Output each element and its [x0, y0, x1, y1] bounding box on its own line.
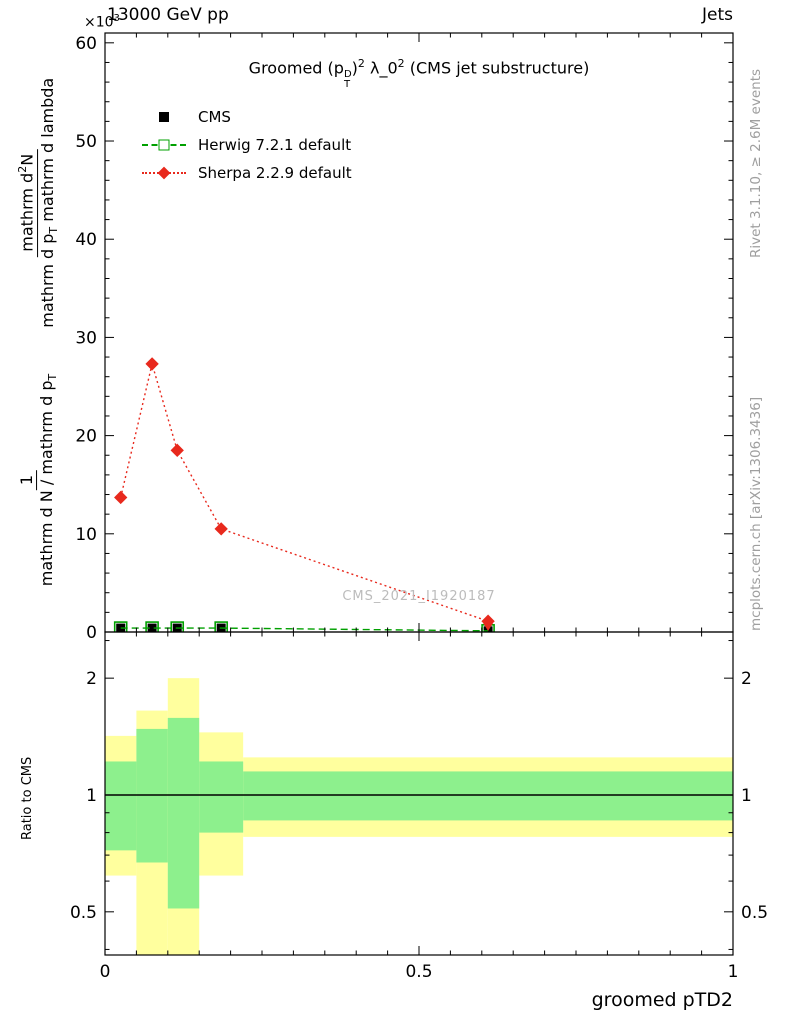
svg-text:40: 40 [75, 230, 97, 250]
frac2-num-text-b: N [17, 153, 37, 166]
ylabel-fraction-2: mathrm d2N mathrm d pT mathrm d lambda [16, 78, 60, 328]
legend-item-herwig: Herwig 7.2.1 default [142, 131, 352, 159]
svg-text:1: 1 [86, 786, 97, 806]
ylabel-frac2-denominator: mathrm d pT mathrm d lambda [38, 78, 60, 328]
watermark: CMS_2021_I1920187 [342, 589, 496, 604]
y-axis-label: 1 mathrm d N / mathrm d pT mathrm d2N ma… [16, 78, 60, 586]
legend-item-cms: CMS [142, 103, 352, 131]
ratio-uncertainty-bands [105, 678, 733, 955]
ylabel-frac1-denominator: mathrm d N / mathrm d pT [37, 374, 59, 586]
p-sub-T: T [343, 79, 351, 91]
frac2-den-text-b: mathrm d lambda [37, 77, 57, 227]
scale-exponent: 3 [113, 13, 120, 24]
legend-label-cms: CMS [198, 108, 231, 126]
plot-title-exp1: 2 [357, 57, 365, 70]
analysis-group-title: Jets [702, 5, 733, 25]
plot-title: Groomed (p D T)2 λ_02 (CMS jet substructur… [105, 57, 733, 90]
mcplots-citation-label: mcplots.cern.ch [arXiv:1306.3436] [748, 396, 764, 631]
frac2-num-sup-2: 2 [16, 165, 30, 173]
svg-text:0.5: 0.5 [70, 903, 97, 923]
svg-text:1: 1 [728, 962, 739, 982]
ratio-axis-label: Ratio to CMS [20, 756, 35, 840]
p-sup-D: D [343, 69, 352, 81]
red-diamond-icon [157, 166, 171, 180]
svg-text:50: 50 [75, 132, 97, 152]
legend: CMS Herwig 7.2.1 default Sherpa 2.2.9 de… [142, 103, 352, 187]
svg-text:0: 0 [86, 623, 97, 643]
plot-title-part1: Groomed (p [248, 58, 344, 78]
frac1-den-sub-T: T [46, 373, 60, 381]
legend-label-herwig: Herwig 7.2.1 default [198, 136, 352, 154]
ylabel-frac2-numerator: mathrm d2N [16, 148, 38, 257]
black-square-icon [159, 112, 169, 122]
svg-text:2: 2 [741, 669, 752, 689]
ylabel-fraction-1: 1 mathrm d N / mathrm d pT [16, 374, 60, 586]
svg-text:60: 60 [75, 34, 97, 54]
frac2-den-text-a: mathrm d p [37, 233, 57, 328]
svg-text:2: 2 [86, 669, 97, 689]
frac1-den-text: mathrm d N / mathrm d p [36, 380, 56, 587]
svg-text:10: 10 [75, 525, 97, 545]
cms-filled-square-marker [142, 108, 186, 126]
svg-text:1: 1 [741, 786, 752, 806]
svg-text:0.5: 0.5 [405, 962, 432, 982]
plot-title-part4: (CMS jet substructure) [404, 58, 590, 78]
scale-prefix: ×10 [84, 14, 114, 31]
plot-title-part3: λ_0 [364, 58, 398, 78]
frac2-den-sub-T: T [46, 226, 60, 234]
svg-text:0: 0 [100, 962, 111, 982]
svg-text:0.5: 0.5 [741, 903, 768, 923]
y-axis-scale-factor: ×103 [84, 13, 120, 31]
ylabel-frac1-numerator: 1 [16, 469, 37, 491]
ratio-axes: 0.5 0.5 1 1 2 2 0 0.5 1 [70, 631, 768, 982]
frac2-num-text-a: mathrm d [17, 172, 37, 252]
beam-energy-title: 13000 GeV pp [107, 5, 229, 25]
main-series [113, 357, 495, 632]
x-axis-label: groomed pTD2 [591, 989, 733, 1011]
sherpa-dotted-line-marker [142, 164, 186, 182]
herwig-dashed-line-marker [142, 136, 186, 154]
rivet-version-label: Rivet 3.1.10, ≥ 2.6M events [748, 68, 764, 258]
plot-title-exp2: 2 [397, 57, 405, 70]
legend-label-sherpa: Sherpa 2.2.9 default [198, 164, 352, 182]
legend-item-sherpa: Sherpa 2.2.9 default [142, 159, 352, 187]
green-open-square-icon [158, 139, 170, 151]
plot-title-part2: ) [351, 58, 358, 78]
svg-text:30: 30 [75, 328, 97, 348]
svg-text:20: 20 [75, 427, 97, 447]
